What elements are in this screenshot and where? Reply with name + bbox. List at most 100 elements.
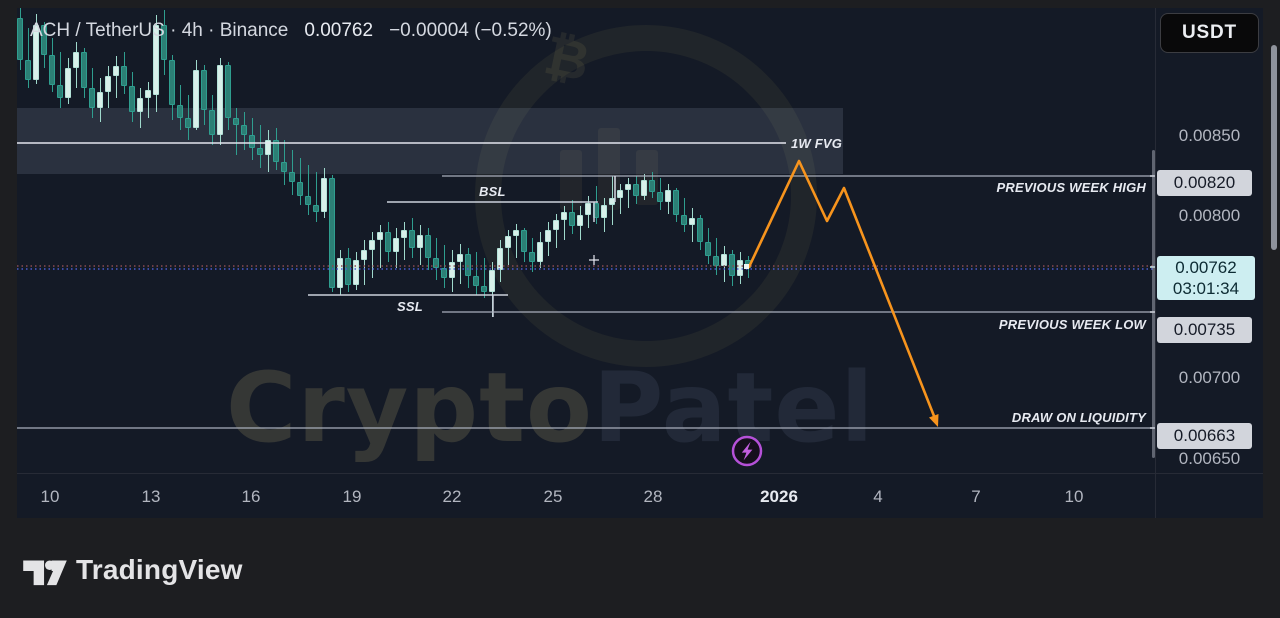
time-axis-label: 7 — [971, 487, 981, 506]
price-scale-label: 0.00800 — [1178, 206, 1241, 225]
candle — [225, 8, 231, 473]
candle — [97, 8, 103, 473]
price-scale-label: 0.00650 — [1178, 449, 1241, 468]
candle — [305, 8, 311, 473]
candle — [369, 8, 375, 473]
candle — [153, 8, 159, 473]
candle — [545, 8, 551, 473]
price-scale[interactable]: 0.00850 0.00820 0.00800 0.00762 03:01:34… — [1156, 8, 1263, 473]
candle — [401, 8, 407, 473]
candle — [505, 8, 511, 473]
candle — [353, 8, 359, 473]
candle — [329, 8, 335, 473]
candle — [561, 8, 567, 473]
candle — [233, 8, 239, 473]
candle — [449, 8, 455, 473]
candle — [681, 8, 687, 473]
candle — [625, 8, 631, 473]
time-axis-label: 19 — [342, 487, 362, 506]
candle — [673, 8, 679, 473]
time-axis-label: 28 — [643, 487, 663, 506]
candle — [321, 8, 327, 473]
time-axis-label: 10 — [1064, 487, 1084, 506]
tradingview-logo-icon[interactable] — [22, 552, 68, 588]
candle — [497, 8, 503, 473]
price-scale-label: 0.00700 — [1178, 368, 1241, 387]
candle — [473, 8, 479, 473]
tradingview-logo-text[interactable]: TradingView — [76, 554, 243, 585]
candle — [465, 8, 471, 473]
symbol-title[interactable]: ACH / TetherUS · 4h · Binance — [30, 20, 289, 41]
candle — [745, 8, 751, 473]
candle — [537, 8, 543, 473]
candle — [73, 8, 79, 473]
candle — [593, 8, 599, 473]
time-axis-label: 13 — [141, 487, 161, 506]
candle — [569, 8, 575, 473]
candle — [513, 8, 519, 473]
price-change: −0.00004 (−0.52%) — [389, 20, 552, 41]
candle — [137, 8, 143, 473]
previous-week-high-label: PREVIOUS WEEK HIGH — [996, 180, 1146, 195]
candle — [521, 8, 527, 473]
fvg-zone — [17, 108, 843, 174]
candle — [641, 8, 647, 473]
time-axis-separator — [17, 473, 1263, 474]
fvg-label: 1W FVG — [791, 136, 843, 151]
candle — [705, 8, 711, 473]
candle — [337, 8, 343, 473]
time-axis-label: 25 — [543, 487, 563, 506]
candle — [281, 8, 287, 473]
candle — [577, 8, 583, 473]
candle — [489, 8, 495, 473]
previous-week-low-label: PREVIOUS WEEK LOW — [998, 317, 1146, 332]
candle — [161, 8, 167, 473]
candle — [457, 8, 463, 473]
previous-week-low-price-badge: 0.00735 — [1157, 317, 1252, 343]
candle — [121, 8, 127, 473]
vertical-scrollbar-thumb[interactable] — [1271, 45, 1277, 250]
bsl-label: BSL — [479, 184, 506, 199]
candle — [249, 8, 255, 473]
candle — [617, 8, 623, 473]
last-price: 0.00762 — [304, 20, 374, 41]
currency-toggle-button[interactable]: USDT — [1160, 13, 1259, 53]
candle — [201, 8, 207, 473]
candle — [665, 8, 671, 473]
candle — [193, 8, 199, 473]
candlestick-series[interactable] — [17, 8, 1155, 473]
watermark-candle-glyph — [560, 150, 582, 210]
candle — [25, 8, 31, 473]
time-axis-label: 10 — [40, 487, 60, 506]
candle — [17, 8, 23, 473]
candle — [737, 8, 743, 473]
watermark-text-crypto: Crypto — [226, 352, 593, 464]
last-price-value: 0.00762 — [1175, 258, 1237, 277]
candle — [657, 8, 663, 473]
last-price-badge: 0.00762 03:01:34 — [1157, 256, 1255, 300]
symbol-bar[interactable]: ACH / TetherUS · 4h · Binance 0.00762 −0… — [30, 20, 552, 42]
candle — [185, 8, 191, 473]
candle — [481, 8, 487, 473]
candle — [529, 8, 535, 473]
candle — [217, 8, 223, 473]
candle — [209, 8, 215, 473]
time-axis[interactable]: 10 13 16 19 22 25 28 2026 4 7 10 — [17, 473, 1263, 518]
candle — [433, 8, 439, 473]
candle — [441, 8, 447, 473]
candle — [257, 8, 263, 473]
ssl-label: SSL — [397, 299, 423, 314]
candle — [425, 8, 431, 473]
candle — [377, 8, 383, 473]
candle — [409, 8, 415, 473]
candle — [697, 8, 703, 473]
candle — [65, 8, 71, 473]
candle — [297, 8, 303, 473]
candle — [721, 8, 727, 473]
candle — [49, 8, 55, 473]
candle — [313, 8, 319, 473]
candle — [177, 8, 183, 473]
price-scale-drag-handle[interactable] — [1152, 150, 1155, 458]
candle — [81, 8, 87, 473]
time-axis-label: 16 — [241, 487, 261, 506]
